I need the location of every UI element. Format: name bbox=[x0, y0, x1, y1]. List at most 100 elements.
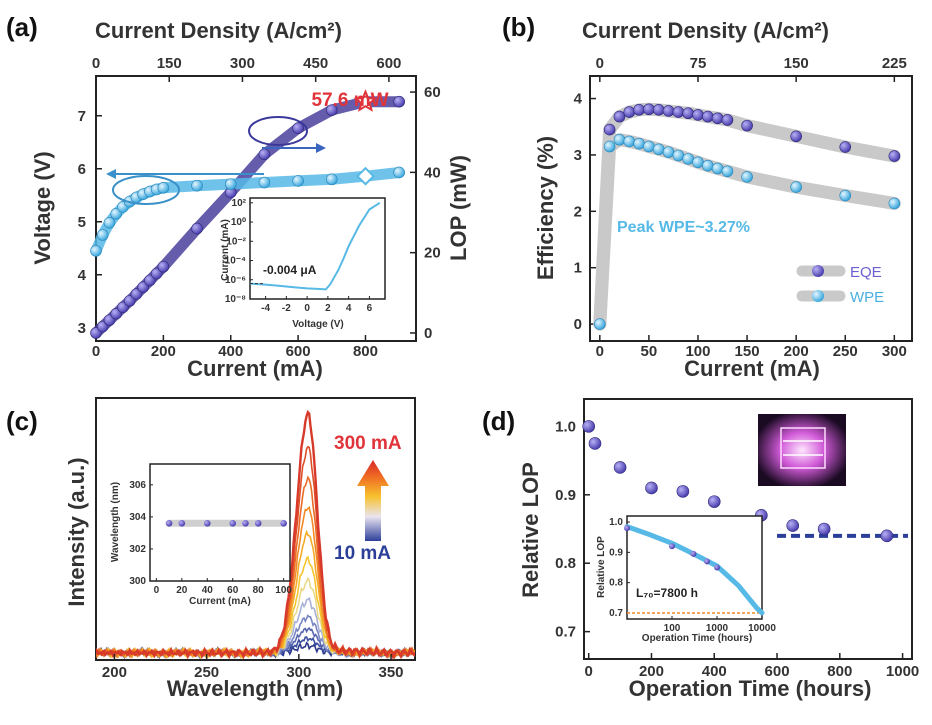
panel-a-right-ylabel: LOP (mW) bbox=[446, 155, 471, 261]
panel-d-inset-point bbox=[669, 543, 675, 550]
led-chip-photo bbox=[758, 414, 846, 486]
panel-a-y-tick-label: 6 bbox=[78, 161, 86, 178]
panel-a-label: (a) bbox=[6, 12, 38, 42]
panel-d-inset-y-tick-label: 1.0 bbox=[609, 517, 623, 528]
panel-a-inset-x-tick-label: 0 bbox=[304, 303, 310, 314]
panel-c-inset-point bbox=[242, 520, 249, 527]
panel-c-inset-point bbox=[229, 520, 237, 527]
panel-c-inset-x-tick-label: 80 bbox=[253, 585, 265, 596]
panel-d: (d) 0 200 400 600 800 1000 0.7 0.8 0.9 1.0 Opera… bbox=[482, 398, 919, 701]
panel-b-legend: EQE WPE bbox=[796, 264, 884, 306]
panel-b-y-tick-label: 4 bbox=[574, 91, 583, 108]
voltage-point bbox=[157, 182, 170, 194]
panel-d-x-tick-label: 1000 bbox=[886, 663, 919, 680]
legend-eqe-marker bbox=[812, 265, 824, 277]
panel-c-inset-x-tick-label: 40 bbox=[202, 585, 214, 596]
panel-d-y-tick-label: 0.9 bbox=[555, 487, 576, 504]
panel-a-top-tick-label: 0 bbox=[92, 55, 100, 72]
panel-d-y-ticks: 0.7 0.8 0.9 1.0 bbox=[555, 418, 590, 641]
panel-a-top-tick-label: 600 bbox=[376, 55, 401, 72]
eqe-point bbox=[741, 119, 753, 132]
panel-c-inset-point bbox=[203, 520, 211, 527]
relative-lop-point bbox=[582, 420, 596, 433]
panel-c-x-tick-label: 250 bbox=[194, 664, 219, 681]
panel-d-inset-xlabel: Operation Time (hours) bbox=[642, 633, 752, 644]
panel-a-inset-y-tick-label: 10² bbox=[232, 198, 247, 209]
panel-a-inset-y-tick-label: 10⁻⁸ bbox=[225, 294, 246, 305]
eqe-point bbox=[633, 104, 645, 116]
lop-point bbox=[258, 148, 271, 161]
eqe-point bbox=[711, 112, 724, 125]
panel-b-x-ticks: 0 50 100 150 200 250 300 bbox=[596, 335, 907, 360]
panel-a-right-y-tick-label: 20 bbox=[424, 245, 441, 262]
relative-lop-point bbox=[880, 529, 894, 543]
panel-c-xlabel: Wavelength (nm) bbox=[167, 676, 343, 701]
voltage-curve-ellipse bbox=[112, 175, 180, 205]
panel-b-top-tick-label: 75 bbox=[690, 55, 707, 72]
wpe-point bbox=[711, 162, 724, 175]
panel-b-x-tick-label: 250 bbox=[833, 343, 858, 360]
voltage-diamond-marker bbox=[356, 166, 375, 186]
panel-b-label: (b) bbox=[502, 12, 535, 42]
voltage-point bbox=[90, 245, 102, 257]
panel-b-y-tick-label: 1 bbox=[574, 260, 582, 277]
peak-lop-star-marker bbox=[353, 89, 378, 112]
panel-a-x-ticks: 0 200 400 600 800 bbox=[92, 335, 378, 360]
panel-c-spectra bbox=[96, 409, 415, 660]
panel-d-inset-ylabel: Relative LOP bbox=[596, 536, 607, 598]
panel-d-inset-content: 100 1000 10000 0.7 0.8 0.9 1.0 bbox=[609, 517, 776, 634]
panel-c-x-tick-label: 200 bbox=[102, 664, 127, 681]
wpe-point bbox=[741, 171, 753, 183]
wpe-point bbox=[888, 197, 901, 210]
led-chip-image bbox=[758, 414, 846, 486]
wpe-point bbox=[662, 146, 675, 158]
panel-a-inset-xlabel: Voltage (V) bbox=[292, 319, 343, 330]
panel-b-xlabel: Current (mA) bbox=[684, 356, 820, 381]
lop-point bbox=[292, 122, 304, 134]
eqe-point bbox=[702, 110, 714, 123]
wpe-point bbox=[652, 143, 665, 156]
panel-d-series bbox=[582, 420, 908, 543]
panel-b-y-tick-label: 0 bbox=[574, 316, 582, 333]
panel-d-x-tick-label: 600 bbox=[765, 663, 790, 680]
wpe-point bbox=[603, 140, 616, 153]
panel-a-top-tick-label: 450 bbox=[303, 55, 328, 72]
eqe-point bbox=[623, 106, 636, 118]
panel-a-x-tick-label: 600 bbox=[286, 343, 311, 360]
panel-b-x-tick-label: 0 bbox=[596, 343, 604, 360]
wpe-point bbox=[613, 133, 626, 146]
eqe-point bbox=[594, 318, 606, 330]
relative-lop-point bbox=[707, 495, 721, 508]
wpe-point bbox=[633, 137, 645, 150]
panel-a-inset-x-tick-label: -2 bbox=[282, 303, 291, 314]
panel-d-inset-x-tick-label: 100 bbox=[664, 623, 681, 634]
panel-c-inset-y-tick-label: 304 bbox=[129, 512, 146, 523]
spectrum-curve bbox=[96, 409, 415, 660]
panel-a-y-tick-label: 4 bbox=[78, 267, 87, 284]
panel-c-inset-ylabel: Wavelength (nm) bbox=[110, 482, 121, 562]
relative-lop-point bbox=[613, 461, 627, 474]
panel-d-inset: 100 1000 10000 0.7 0.8 0.9 1.0 Operation Time … bbox=[596, 515, 776, 644]
eqe-point bbox=[613, 110, 626, 123]
panel-a-x-tick-label: 400 bbox=[218, 343, 243, 360]
panel-c-inset-x-tick-label: 60 bbox=[227, 585, 239, 596]
panel-b-top-tick-label: 150 bbox=[784, 55, 809, 72]
relative-lop-point bbox=[817, 522, 831, 536]
panel-d-inset-point bbox=[690, 550, 697, 557]
panel-d-inset-y-tick-label: 0.7 bbox=[609, 608, 623, 619]
lop-point bbox=[191, 222, 203, 235]
panel-b: (b) Current Density (A/cm²) 0 75 150 225 0 5… bbox=[502, 12, 913, 381]
led-chip-outline bbox=[780, 427, 826, 469]
legend-wpe-marker bbox=[812, 290, 824, 302]
lop-axis-arrow-head bbox=[316, 143, 326, 153]
panel-a-right-y-ticks: 0 20 40 60 bbox=[410, 84, 441, 342]
panel-b-x-tick-label: 150 bbox=[735, 343, 760, 360]
panel-a-top-ticks: 0 150 300 450 600 bbox=[92, 55, 401, 82]
relative-lop-point bbox=[588, 437, 602, 450]
panel-d-inset-x-tick-label: 1000 bbox=[706, 623, 729, 634]
panel-a-y-tick-label: 7 bbox=[78, 108, 86, 125]
panel-b-x-tick-label: 200 bbox=[784, 343, 809, 360]
eqe-point bbox=[652, 104, 665, 116]
voltage-point bbox=[103, 217, 116, 229]
panel-c-inset-x-tick-label: 100 bbox=[275, 585, 292, 596]
